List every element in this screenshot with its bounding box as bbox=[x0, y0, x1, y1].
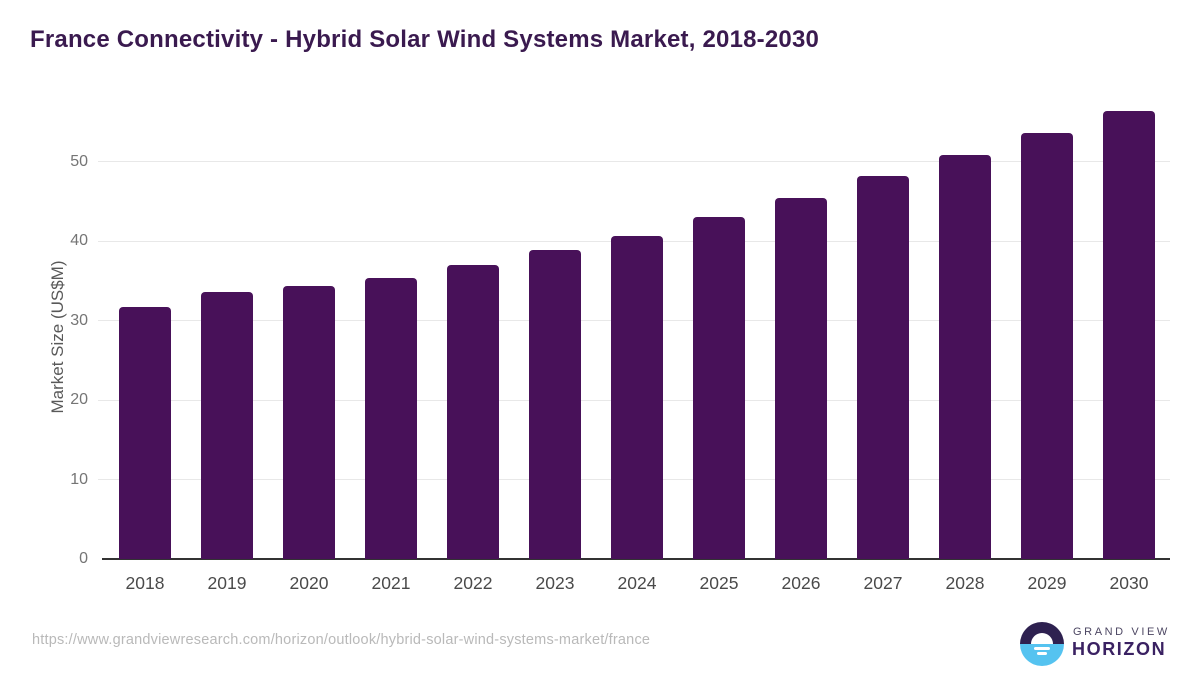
bar-2024 bbox=[611, 235, 663, 559]
gridline-50 bbox=[98, 161, 1170, 163]
x-tick-label-2029: 2029 bbox=[1027, 573, 1067, 593]
logo-text-horizon: HORIZON bbox=[1072, 639, 1167, 659]
bar-2019 bbox=[201, 292, 253, 559]
x-tick-label-2018: 2018 bbox=[125, 573, 165, 593]
x-tick-label-2030: 2030 bbox=[1109, 573, 1149, 593]
logo-sea-half bbox=[1020, 644, 1064, 666]
bar-2018 bbox=[119, 307, 171, 559]
y-tick-label-10: 10 bbox=[70, 470, 88, 488]
bar-2027 bbox=[857, 176, 909, 559]
x-tick-label-2025: 2025 bbox=[699, 573, 739, 593]
logo-wave-line bbox=[1037, 652, 1047, 655]
y-tick-label-20: 20 bbox=[70, 391, 88, 409]
bar-2021 bbox=[365, 277, 417, 559]
bar-2026 bbox=[775, 197, 827, 559]
x-tick-label-2026: 2026 bbox=[781, 573, 821, 593]
bar-2028 bbox=[939, 154, 991, 559]
x-tick-label-2024: 2024 bbox=[617, 573, 657, 593]
logo-wave-line bbox=[1034, 647, 1050, 650]
source-url: https://www.grandviewresearch.com/horizo… bbox=[32, 632, 651, 648]
y-tick-label-50: 50 bbox=[70, 152, 88, 170]
bar-2023 bbox=[529, 249, 581, 559]
bar-2020 bbox=[283, 286, 335, 559]
y-tick-label-30: 30 bbox=[70, 311, 88, 329]
bar-2030 bbox=[1103, 110, 1155, 559]
horizon-sun-icon bbox=[1020, 622, 1064, 666]
grand-view-horizon-logo: GRAND VIEW HORIZON bbox=[1020, 621, 1180, 667]
bar-2022 bbox=[447, 265, 499, 559]
x-tick-label-2022: 2022 bbox=[453, 573, 493, 593]
x-tick-label-2023: 2023 bbox=[535, 573, 575, 593]
x-tick-label-2021: 2021 bbox=[371, 573, 411, 593]
x-tick-label-2027: 2027 bbox=[863, 573, 903, 593]
x-axis-line bbox=[102, 558, 1170, 560]
chart-title: France Connectivity - Hybrid Solar Wind … bbox=[30, 26, 820, 53]
logo-sun-shape bbox=[1031, 633, 1053, 644]
bar-2029 bbox=[1021, 133, 1073, 559]
y-tick-label-0: 0 bbox=[79, 550, 88, 567]
x-tick-label-2028: 2028 bbox=[945, 573, 985, 593]
plot-area: 0 10 20 30 40 50 2018 2019 2020 2021 2022 2023 2024 2… bbox=[70, 95, 1170, 593]
x-tick-label-2019: 2019 bbox=[207, 573, 247, 593]
logo-text-grand-view: GRAND VIEW bbox=[1073, 626, 1170, 638]
bar-2025 bbox=[693, 216, 745, 559]
y-tick-label-40: 40 bbox=[70, 232, 88, 250]
x-tick-label-2020: 2020 bbox=[289, 573, 329, 593]
